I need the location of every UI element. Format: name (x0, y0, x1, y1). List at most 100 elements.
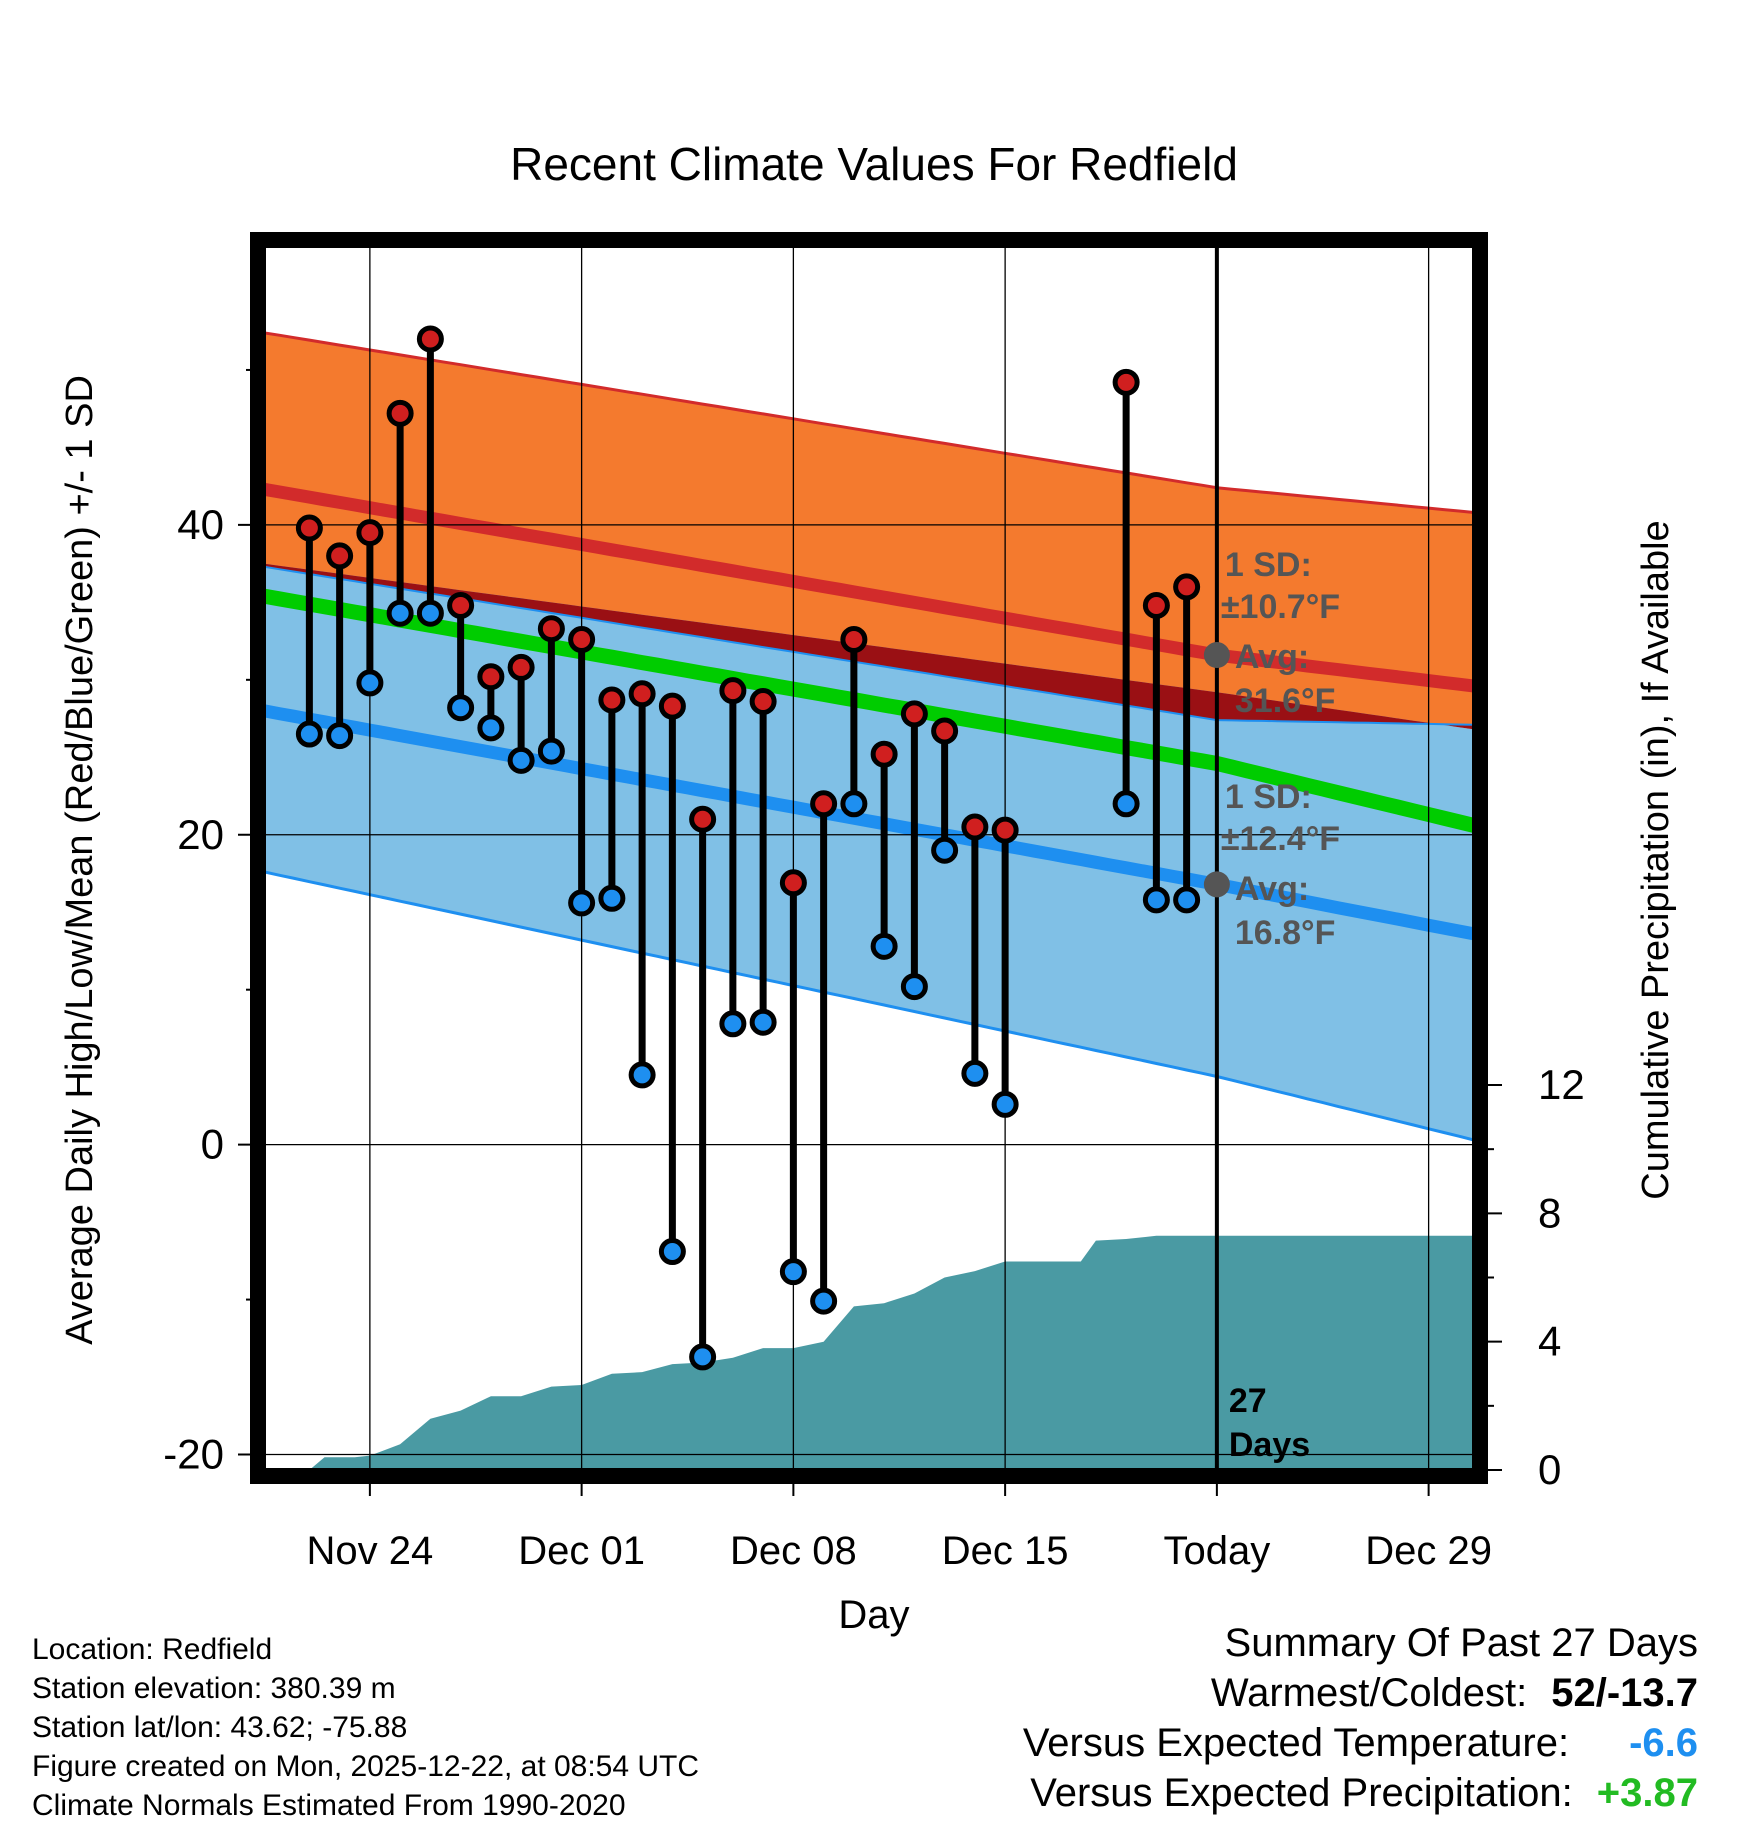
low-sd-label: 1 SD: (1225, 778, 1312, 816)
high-sd-band (264, 332, 1474, 725)
warmest-label: Warmest/Coldest: (1210, 1671, 1528, 1715)
low-point (840, 790, 868, 818)
low-point (447, 694, 475, 722)
high-upper-line (264, 331, 1474, 514)
temp-value: -6.6 (1629, 1721, 1698, 1765)
plot-frame (250, 232, 1488, 1484)
low-point (568, 889, 596, 917)
low-point (628, 1061, 656, 1089)
low-avg-value: 16.8°F (1235, 914, 1336, 952)
low-point (1142, 886, 1170, 914)
station-metadata: Location: Redfield Station elevation: 38… (32, 1630, 699, 1825)
low-avg-label: Avg: (1235, 870, 1309, 908)
y2-tick-label: 0 (1538, 1446, 1561, 1493)
y-axis-label: Average Daily High/Low/Mean (Red/Blue/Gr… (59, 375, 101, 1345)
avg-mean-line (264, 588, 1474, 833)
y-tick-label: 20 (177, 811, 224, 858)
low-point (598, 884, 626, 912)
high-point (356, 519, 384, 547)
normals-text: Climate Normals Estimated From 1990-2020 (32, 1789, 626, 1822)
high-point (719, 677, 747, 705)
low-point (326, 722, 354, 750)
plot-content: 1 SD: ±10.7°F Avg: 31.6°F 1 SD: ±12.4°F Avg: 16… (264, 246, 1474, 1470)
high-point (840, 626, 868, 654)
high-point (870, 740, 898, 768)
low-point (870, 932, 898, 960)
high-point (447, 591, 475, 619)
latlon-text: Station lat/lon: 43.62; -75.88 (32, 1711, 408, 1744)
location-text: Location: Redfield (32, 1633, 273, 1666)
x-axis-label: Day (838, 1593, 909, 1637)
x-tick-label: Today (1164, 1529, 1271, 1573)
low-point (477, 714, 505, 742)
low-point (689, 1343, 717, 1371)
low-lower-line (264, 870, 1474, 1142)
low-point (295, 720, 323, 748)
plot-area: 1 SD: ±10.7°F Avg: 31.6°F 1 SD: ±12.4°F Avg: 16… (264, 246, 1474, 1470)
low-point (749, 1008, 777, 1036)
y2-axis-label: Cumulative Precipitation (in), If Availa… (1635, 520, 1677, 1199)
high-point (628, 680, 656, 708)
precip-value: +3.87 (1596, 1771, 1698, 1815)
high-point (749, 688, 777, 716)
high-point (779, 869, 807, 897)
high-avg-value: 31.6°F (1235, 682, 1336, 720)
overlap-band (264, 563, 1474, 730)
y2-tick-label: 12 (1538, 1061, 1585, 1108)
x-tick-label: Dec 15 (942, 1529, 1069, 1573)
low-point (961, 1059, 989, 1087)
warmest-value: 52/-13.7 (1551, 1671, 1698, 1715)
high-point (991, 816, 1019, 844)
high-point (416, 325, 444, 353)
low-avg-marker (1203, 871, 1230, 898)
high-point (1173, 573, 1201, 601)
low-point (1173, 886, 1201, 914)
low-point (1112, 790, 1140, 818)
high-point (598, 686, 626, 714)
x-tick-label: Dec 29 (1365, 1529, 1492, 1573)
created-text: Figure created on Mon, 2025-12-22, at 08… (32, 1750, 700, 1783)
high-point (568, 626, 596, 654)
high-point (810, 790, 838, 818)
high-point (900, 700, 928, 728)
y2-tick-label: 8 (1538, 1189, 1561, 1236)
high-point (1112, 368, 1140, 396)
high-sd-label: 1 SD: (1225, 546, 1312, 584)
precip-label: Versus Expected Precipitation: (1030, 1771, 1573, 1815)
precip-area (264, 1235, 1474, 1470)
high-point (537, 615, 565, 643)
y2-tick-label: 4 (1538, 1318, 1561, 1365)
summary-warmest-row: Warmest/Coldest: 52/-13.7 (798, 1668, 1698, 1718)
summary-title: Summary Of Past 27 Days (1224, 1621, 1698, 1665)
low-point (537, 737, 565, 765)
high-point (689, 805, 717, 833)
high-point (961, 813, 989, 841)
low-sd-value: ±12.4°F (1221, 820, 1340, 858)
high-avg-marker (1203, 642, 1230, 669)
summary-precip-row: Versus Expected Precipitation: +3.87 (798, 1768, 1698, 1818)
y-tick-label: 40 (177, 501, 224, 548)
low-point (386, 599, 414, 627)
low-point (658, 1238, 686, 1266)
low-point (356, 669, 384, 697)
low-point (416, 599, 444, 627)
y-tick-label: 0 (201, 1121, 224, 1168)
high-point (386, 399, 414, 427)
x-tick-label: Nov 24 (307, 1529, 434, 1573)
low-point (900, 973, 928, 1001)
days-label: Days (1229, 1426, 1310, 1464)
high-point (507, 653, 535, 681)
x-tick-label: Dec 01 (518, 1529, 645, 1573)
low-point (810, 1287, 838, 1315)
high-point (295, 514, 323, 542)
low-point (719, 1010, 747, 1038)
days-count: 27 (1229, 1382, 1267, 1420)
low-point (507, 746, 535, 774)
high-point (1142, 591, 1170, 619)
x-tick-label: Dec 08 (730, 1529, 857, 1573)
high-sd-value: ±10.7°F (1221, 588, 1340, 626)
summary-panel: Summary Of Past 27 Days Warmest/Coldest:… (798, 1618, 1698, 1818)
high-point (477, 663, 505, 691)
high-point (931, 717, 959, 745)
